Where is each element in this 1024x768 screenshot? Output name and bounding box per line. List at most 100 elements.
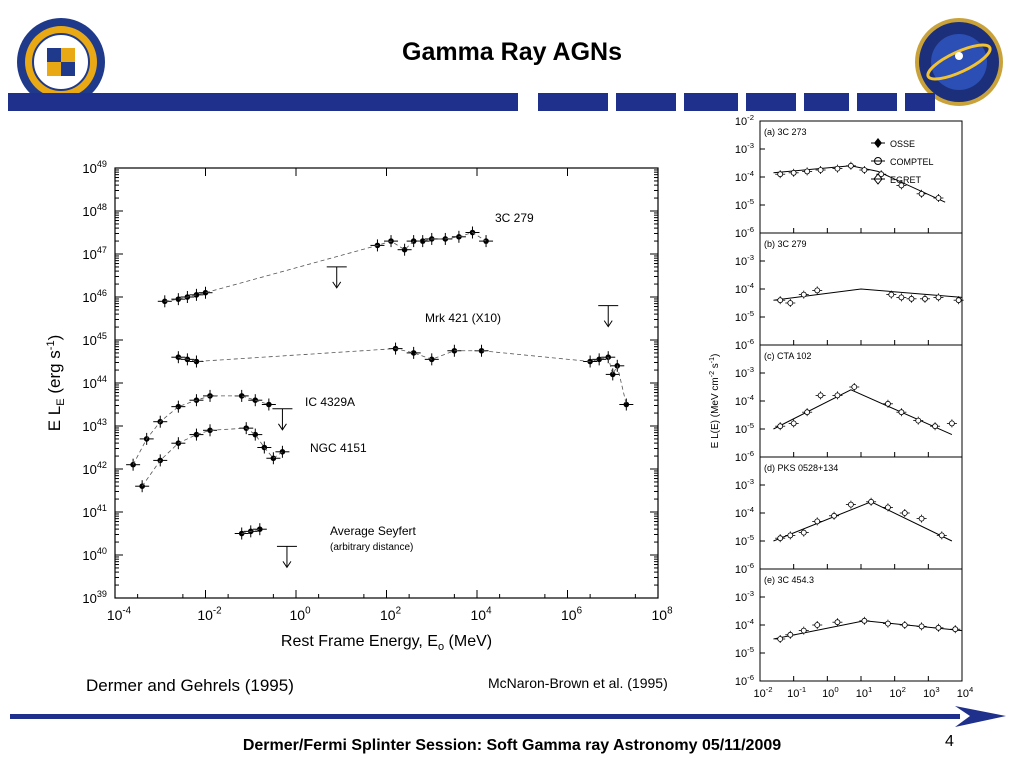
data-point	[777, 423, 784, 430]
y-tick-label: 10-4	[735, 393, 755, 408]
legend-label: EGRET	[890, 175, 922, 185]
y-tick-label: 1049	[82, 159, 107, 176]
data-point	[800, 627, 807, 634]
y-tick-label: 1044	[82, 374, 107, 391]
data-point	[790, 420, 797, 427]
panel-label: (d) PKS 0528+134	[764, 463, 838, 473]
series-2	[126, 389, 293, 471]
y-tick-label: 1040	[82, 546, 107, 563]
x-tick-label: 100	[822, 685, 839, 700]
page-number: 4	[945, 733, 954, 750]
y-tick-label: 1041	[82, 503, 107, 520]
x-tick-label: 104	[470, 606, 492, 623]
footer-arrow-icon	[10, 706, 1006, 727]
caption-left: Dermer and Gehrels (1995)	[86, 676, 294, 695]
x-axis-label: Rest Frame Energy, Eo (MeV)	[281, 633, 492, 650]
upper-limit-arrow	[278, 423, 287, 431]
data-point	[238, 530, 245, 537]
y-tick-label: 1046	[82, 288, 107, 305]
series-label: 3C 279	[495, 211, 534, 225]
x-tick-label: 103	[923, 685, 940, 700]
data-point	[777, 171, 784, 178]
series-connector	[132, 395, 269, 465]
legend-label: COMPTEL	[890, 157, 934, 167]
data-point	[817, 392, 824, 399]
panel-0: 10-2 10-3 10-4 10-5 10-6 (a) 3C 273	[735, 113, 963, 240]
y-tick-label: 10-3	[735, 589, 754, 604]
panel-frame	[759, 456, 963, 570]
y-tick-label: 10-3	[735, 253, 754, 268]
panel-label: (c) CTA 102	[764, 351, 811, 361]
data-point	[257, 526, 263, 532]
y-tick-label: 10-2	[735, 113, 754, 128]
y-tick-label: 10-5	[735, 197, 754, 212]
header-bar	[8, 93, 1010, 111]
panel-label: (b) 3C 279	[764, 239, 807, 249]
y-tick-label: 10-5	[735, 309, 754, 324]
series-label: Mrk 421 (X10)	[425, 311, 501, 325]
data-point	[252, 431, 259, 438]
header-bar-segment	[804, 93, 849, 111]
data-point	[847, 162, 854, 169]
y-tick-label: 1045	[82, 331, 107, 348]
header-bar-segment	[746, 93, 796, 111]
x-tick-label: 108	[651, 606, 673, 623]
series-connector	[164, 232, 487, 302]
panel-3: 10-3 10-4 10-5 10-6 (d) PKS 0528+134	[735, 456, 963, 576]
figure-right: 10-2 10-3 10-4 10-5 10-6 (a) 3C 273 10-3 10-4 10…	[700, 113, 975, 714]
panel-2: 10-3 10-4 10-5 10-6 (c) CTA 102	[735, 344, 963, 464]
data-point	[410, 350, 417, 356]
series-connector	[241, 528, 260, 534]
model-curve	[773, 501, 953, 542]
data-point	[938, 532, 945, 539]
data-point	[885, 504, 891, 511]
x-tick-label: 104	[957, 685, 974, 700]
data-point	[834, 619, 841, 626]
x-tick-label: 10-4	[107, 606, 132, 623]
y-tick-label: 10-5	[735, 533, 754, 548]
panel-label: (e) 3C 454.3	[764, 575, 814, 585]
data-point	[955, 297, 962, 304]
y-tick-label: 1042	[82, 460, 107, 477]
series-connector	[178, 348, 627, 405]
data-point	[596, 356, 602, 363]
data-point	[831, 512, 837, 519]
y-tick-label: 10-6	[735, 561, 754, 576]
data-point	[932, 423, 938, 430]
data-point	[790, 169, 797, 176]
data-point	[279, 449, 286, 455]
data-point	[952, 626, 959, 633]
header-bar-segment	[8, 93, 518, 111]
data-point	[861, 617, 868, 624]
data-point	[478, 347, 485, 354]
y-tick-label: 10-3	[735, 477, 754, 492]
naval-research-laboratory-seal-icon	[17, 18, 105, 106]
data-point	[885, 400, 891, 407]
series-4	[234, 523, 297, 569]
y-tick-label: 1043	[82, 417, 107, 434]
data-point	[948, 420, 955, 427]
data-point	[777, 297, 784, 304]
y-tick-label: 10-4	[735, 617, 755, 632]
model-curve	[773, 389, 953, 436]
data-point	[935, 624, 942, 631]
panel-4: 10-3 10-4 10-5 10-6 (e) 3C 454.3	[735, 568, 963, 688]
data-point	[193, 431, 200, 438]
x-tick-label: 106	[561, 606, 583, 623]
x-tick-label: 10-2	[197, 606, 221, 623]
upper-limit-arrow	[603, 320, 613, 328]
chart-left: 1039 1040 1041 1042 1043 1044 1045 1046 1047 1048…	[45, 159, 673, 653]
data-point	[918, 190, 925, 197]
data-point	[175, 296, 182, 302]
data-point	[193, 292, 200, 298]
header-bar-segment	[616, 93, 676, 111]
panel-label: (a) 3C 273	[764, 127, 807, 137]
panel-frame	[759, 344, 963, 458]
y-axis-label: E L(E) (MeV cm-2 s-1)	[709, 354, 721, 449]
data-point	[918, 515, 925, 522]
header-bar-segment	[538, 93, 608, 111]
y-tick-label: 10-4	[735, 169, 755, 184]
series-1	[171, 342, 634, 411]
x-tick-label: 10-1	[787, 685, 806, 700]
y-tick-label: 10-6	[735, 673, 754, 688]
